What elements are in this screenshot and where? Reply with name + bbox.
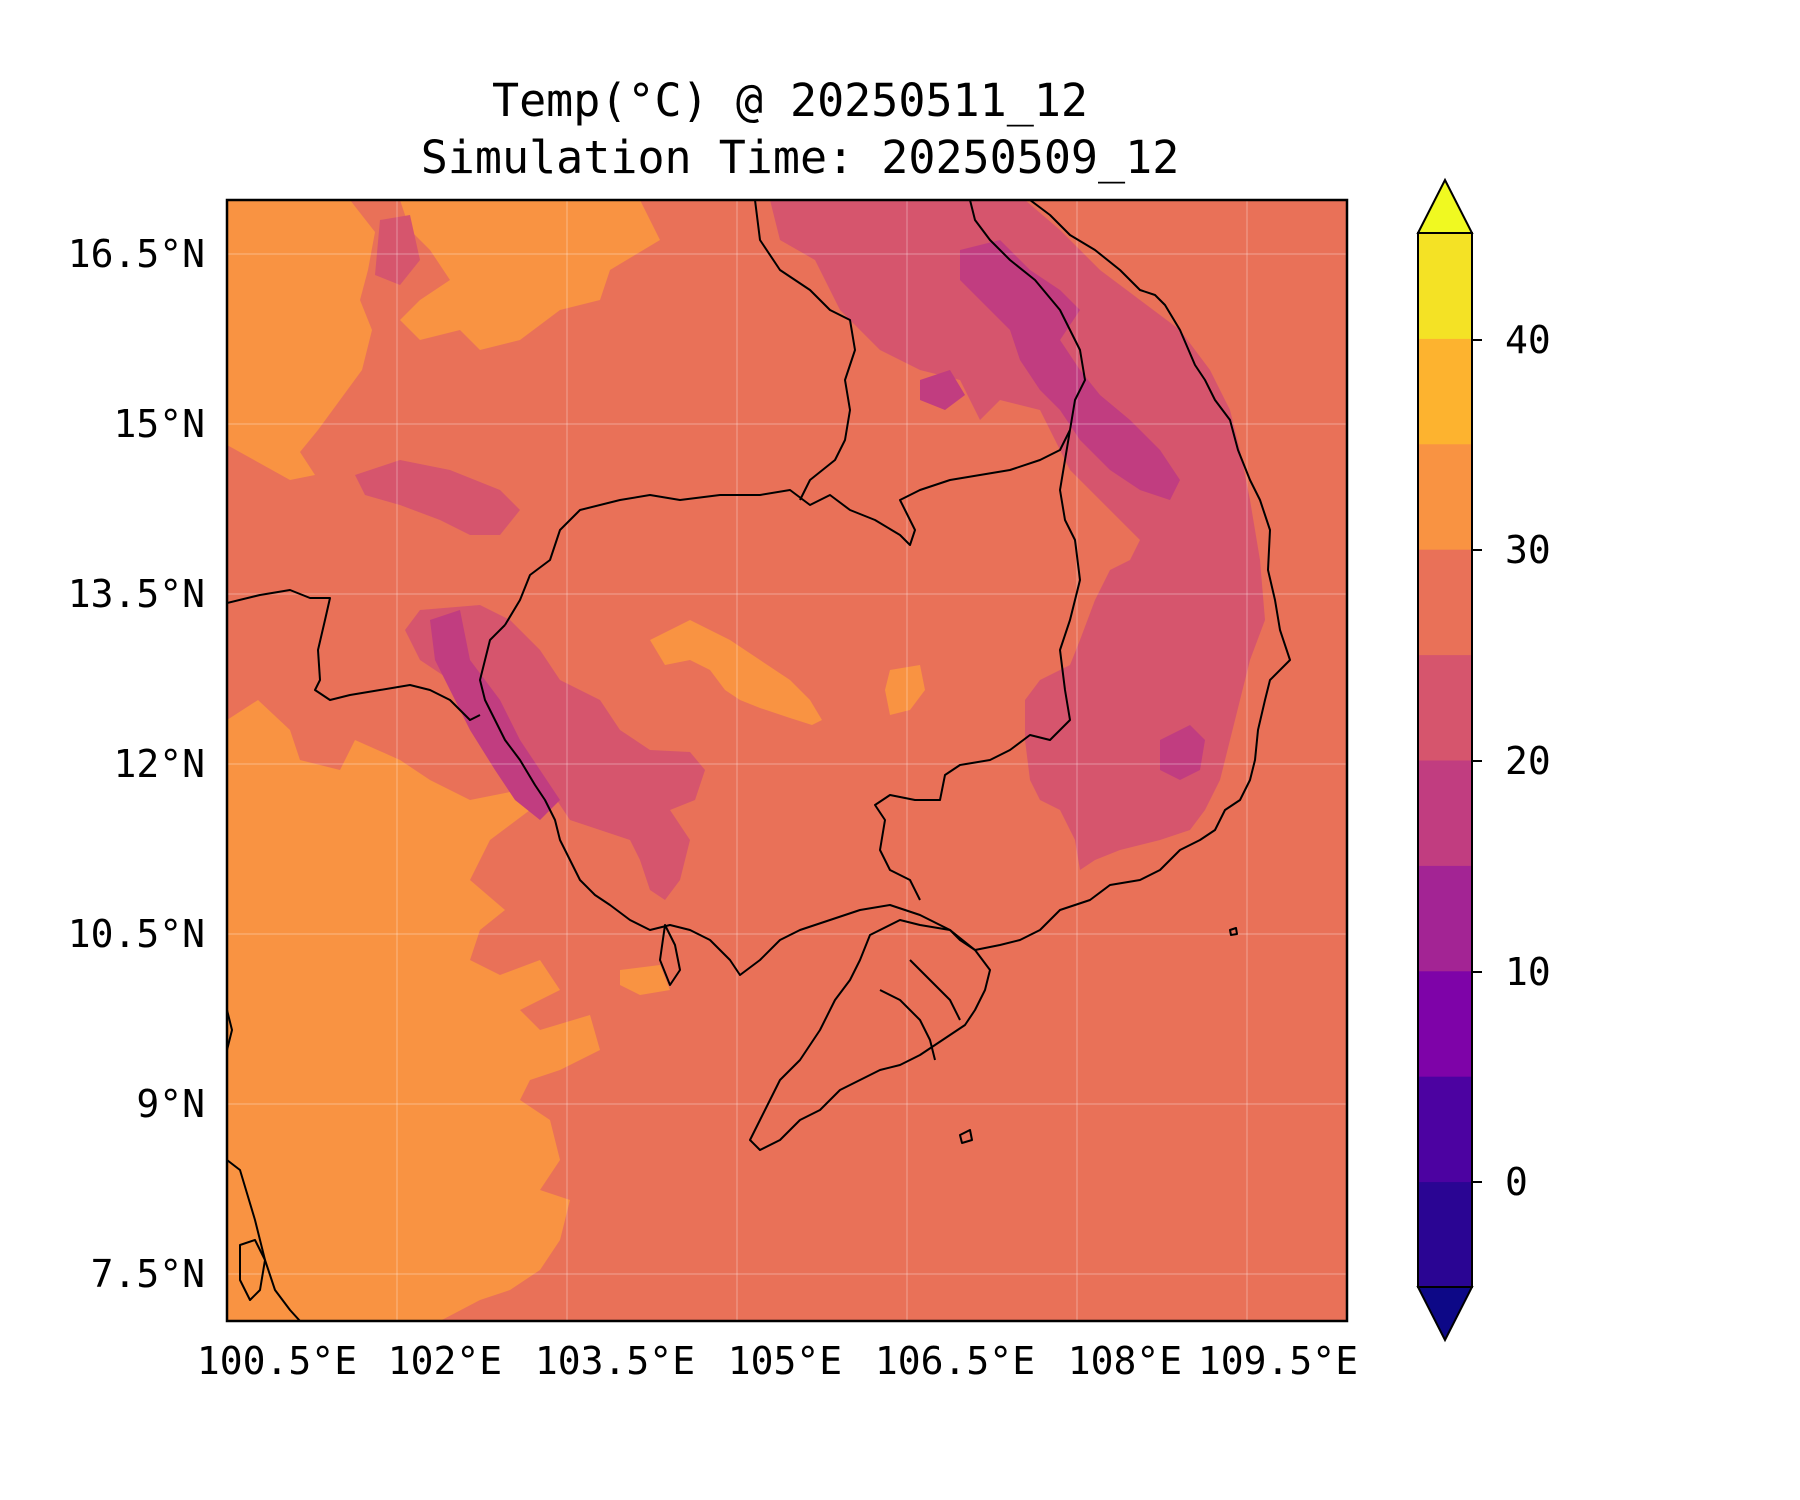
coastline-borders [227,200,1291,1321]
colorbar-segment [1418,654,1472,761]
colorbar-ticks [1472,339,1482,1183]
y-tick-label: 16.5°N [68,232,205,276]
colorbar-segment [1418,760,1472,866]
colorbar-segment [1418,1076,1472,1183]
temp-band-20-25-annamite [770,200,1265,870]
temp-band-15-20-highlands [960,240,1180,500]
x-tick-label: 109.5°E [1198,1339,1358,1383]
map-gridlines [227,200,1347,1321]
colorbar-labels: 40 30 20 10 0 [1505,318,1551,1204]
y-tick-label: 9°N [136,1082,205,1126]
x-tick-label: 105°E [728,1339,842,1383]
temp-band-30-35-central [650,620,822,725]
temp-band-30-35-spot [885,665,925,715]
y-tick-label: 12°N [113,742,205,786]
temp-band-20-25-thailand [355,460,520,535]
y-tick-label: 13.5°N [68,572,205,616]
temp-band-15-20-cardamom [430,610,560,820]
temp-band-20-25-north [375,215,420,285]
colorbar-segment [1418,338,1472,445]
temp-band-30-35-spot2 [620,965,670,995]
colorbar-extend-bottom [1416,1286,1474,1343]
x-tick-label: 100.5°E [197,1339,357,1383]
temp-band-30-35-north [400,200,660,350]
temp-band-15-20-dalat [1160,725,1205,780]
map-plot-area [227,200,1347,1321]
x-tick-label: 108°E [1068,1339,1182,1383]
colorbar-tick-label: 20 [1505,739,1551,783]
colorbar-tick-label: 10 [1505,950,1551,994]
y-tick-label: 10.5°N [68,912,205,956]
y-tick-label: 15°N [113,402,205,446]
colorbar: 40 30 20 10 0 [1416,177,1551,1343]
y-axis-labels: 16.5°N 15°N 13.5°N 12°N 10.5°N 9°N 7.5°N [68,232,205,1296]
y-tick-label: 7.5°N [91,1252,205,1296]
temp-band-15-20-spot [920,370,965,410]
colorbar-tick-label: 0 [1505,1160,1528,1204]
x-tick-label: 106.5°E [875,1339,1035,1383]
map-title-line2: Simulation Time: 20250509_12 [421,131,1180,184]
map-title-line1: Temp(°C) @ 20250511_12 [492,74,1088,127]
colorbar-segment [1418,1181,1472,1288]
colorbar-segment [1418,233,1472,339]
x-tick-label: 102°E [388,1339,502,1383]
colorbar-tick-label: 30 [1505,528,1551,572]
colorbar-segment [1418,970,1472,1077]
colorbar-segment [1418,443,1472,550]
map-frame [225,198,1349,1323]
x-tick-label: 103.5°E [535,1339,695,1383]
colorbar-segment [1418,865,1472,972]
colorbar-extend-top [1416,177,1474,234]
temp-band-30-35-gulf [227,200,600,1321]
colorbar-tick-label: 40 [1505,318,1551,362]
colorbar-segment [1418,549,1472,656]
x-axis-labels: 100.5°E 102°E 103.5°E 105°E 106.5°E 108°… [197,1339,1358,1383]
colorbar-segments [1418,233,1472,1288]
